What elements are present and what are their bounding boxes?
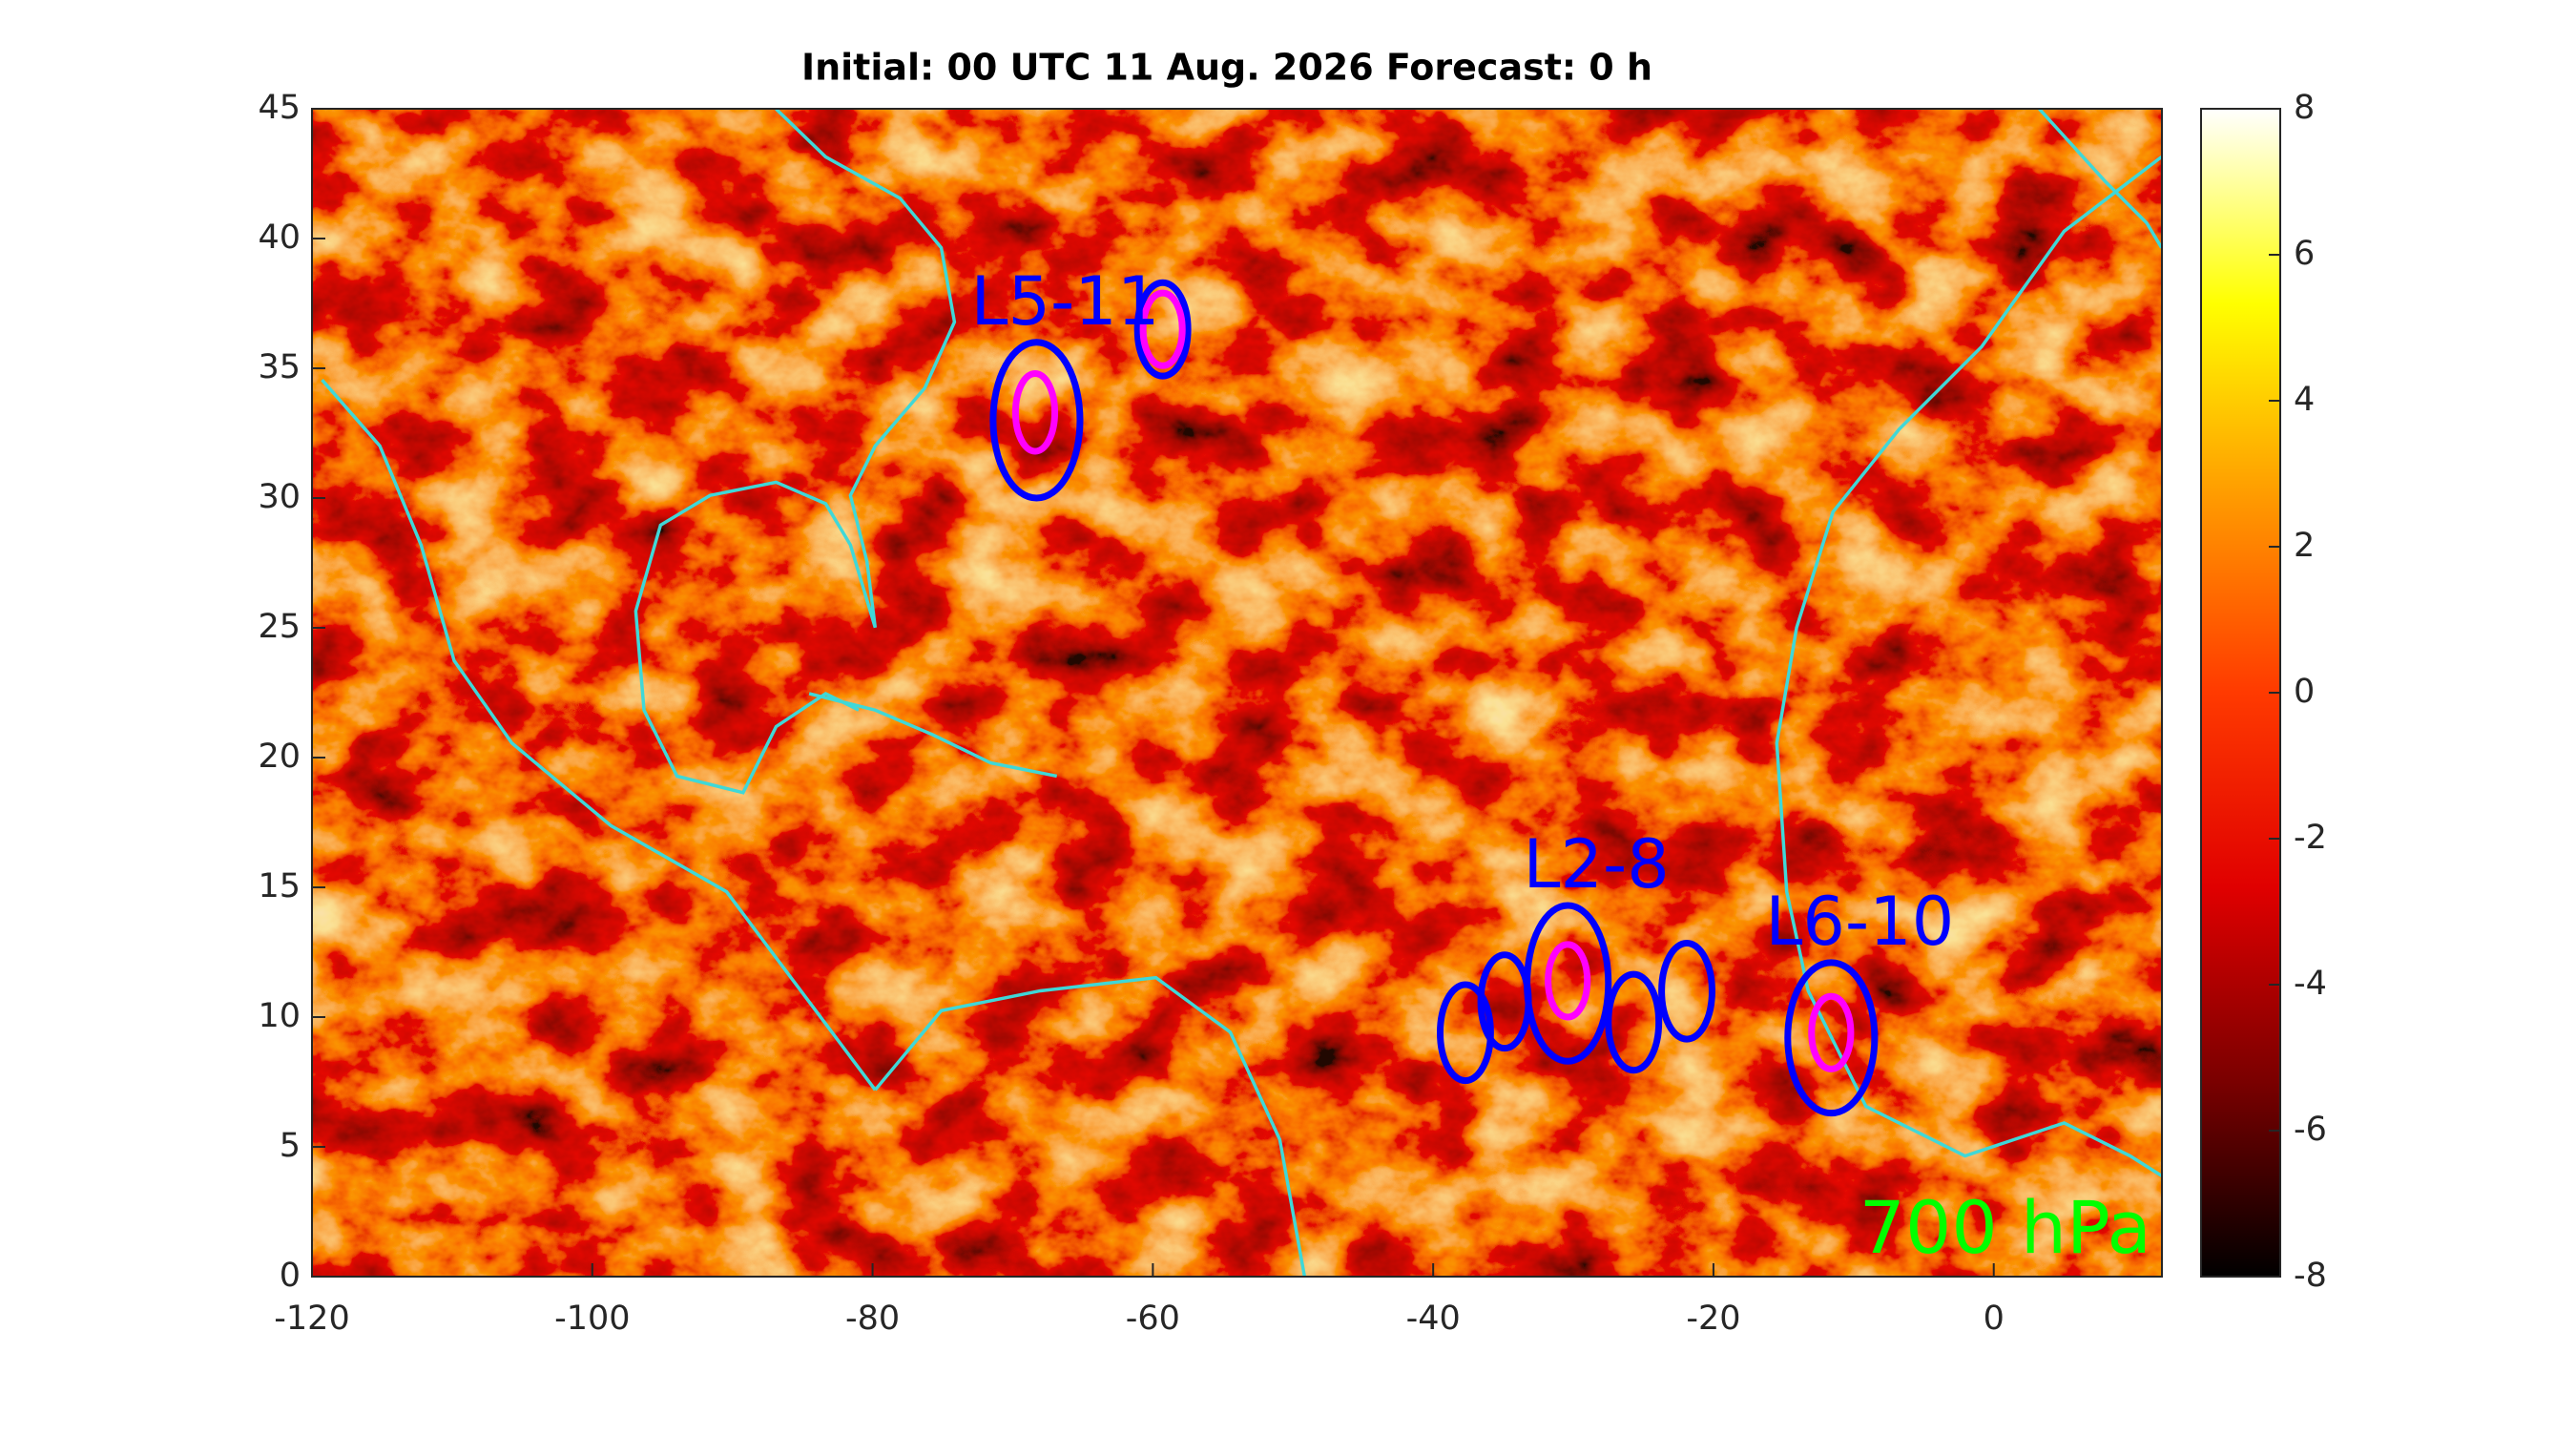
colorbar-tick-label: -6 [2294, 1111, 2327, 1149]
x-tick-label: -40 [1406, 1300, 1461, 1338]
system-ellipse [1605, 970, 1663, 1074]
x-tick-label: -80 [845, 1300, 900, 1338]
system-ellipse [1808, 992, 1855, 1072]
level-label: 700 hPa [1859, 1185, 2151, 1270]
x-tick-label: 0 [1984, 1300, 2005, 1338]
coastline [808, 692, 1058, 779]
title: Initial: 00 UTC 11 Aug. 2026 Forecast: 0… [801, 47, 1652, 89]
y-tick-label: 30 [258, 478, 301, 516]
system-ellipse [989, 339, 1084, 502]
plot-frame [311, 108, 2163, 1278]
coastline [1775, 156, 2162, 1177]
y-tick-label: 35 [258, 348, 301, 386]
system-label: L2-8 [1523, 825, 1669, 904]
y-tick-label: 15 [258, 867, 301, 905]
coastline [634, 109, 957, 795]
colorbar-tick-label: -8 [2294, 1257, 2327, 1295]
x-tick-label: -60 [1126, 1300, 1180, 1338]
system-ellipse [1139, 289, 1186, 369]
y-tick-label: 0 [280, 1257, 301, 1295]
colorbar [2200, 108, 2281, 1278]
field: L5-11 L2-8 L6-10 [312, 109, 2162, 1277]
colorbar-tick-label: 6 [2294, 235, 2315, 273]
system-ellipse [1658, 939, 1715, 1043]
system-label: L6-10 [1765, 883, 1954, 961]
colorbar-tick-label: 4 [2294, 381, 2315, 419]
system-label: L5-11 [971, 262, 1160, 341]
coastlines [321, 109, 2162, 1277]
colorbar-tick-label: -4 [2294, 965, 2327, 1003]
system-ellipse [1011, 369, 1059, 455]
colorbar-tick-label: 8 [2294, 89, 2315, 127]
coastline [873, 975, 1307, 1277]
x-tick-label: -120 [274, 1300, 349, 1338]
system-ellipse [1545, 941, 1591, 1021]
y-tick-label: 5 [280, 1127, 301, 1165]
y-tick-label: 10 [258, 997, 301, 1035]
coastline [321, 378, 877, 1092]
coastline [2038, 109, 2162, 249]
y-tick-label: 45 [258, 89, 301, 127]
colorbar-tick-label: 0 [2294, 673, 2315, 711]
y-tick-label: 20 [258, 738, 301, 776]
x-tick-label: -100 [554, 1300, 630, 1338]
system-ellipse [1436, 981, 1494, 1085]
systems: L5-11 L2-8 L6-10 [971, 262, 1954, 1117]
colorbar-tick-label: 2 [2294, 527, 2315, 565]
system-ellipse [1133, 279, 1192, 380]
system-ellipse [1477, 951, 1532, 1052]
colorbar-tick-label: -2 [2294, 819, 2327, 857]
y-tick-label: 25 [258, 608, 301, 646]
field-texture [312, 109, 2162, 1277]
system-ellipse [1784, 959, 1879, 1117]
x-tick-label: -20 [1686, 1300, 1740, 1338]
y-tick-label: 40 [258, 218, 301, 257]
